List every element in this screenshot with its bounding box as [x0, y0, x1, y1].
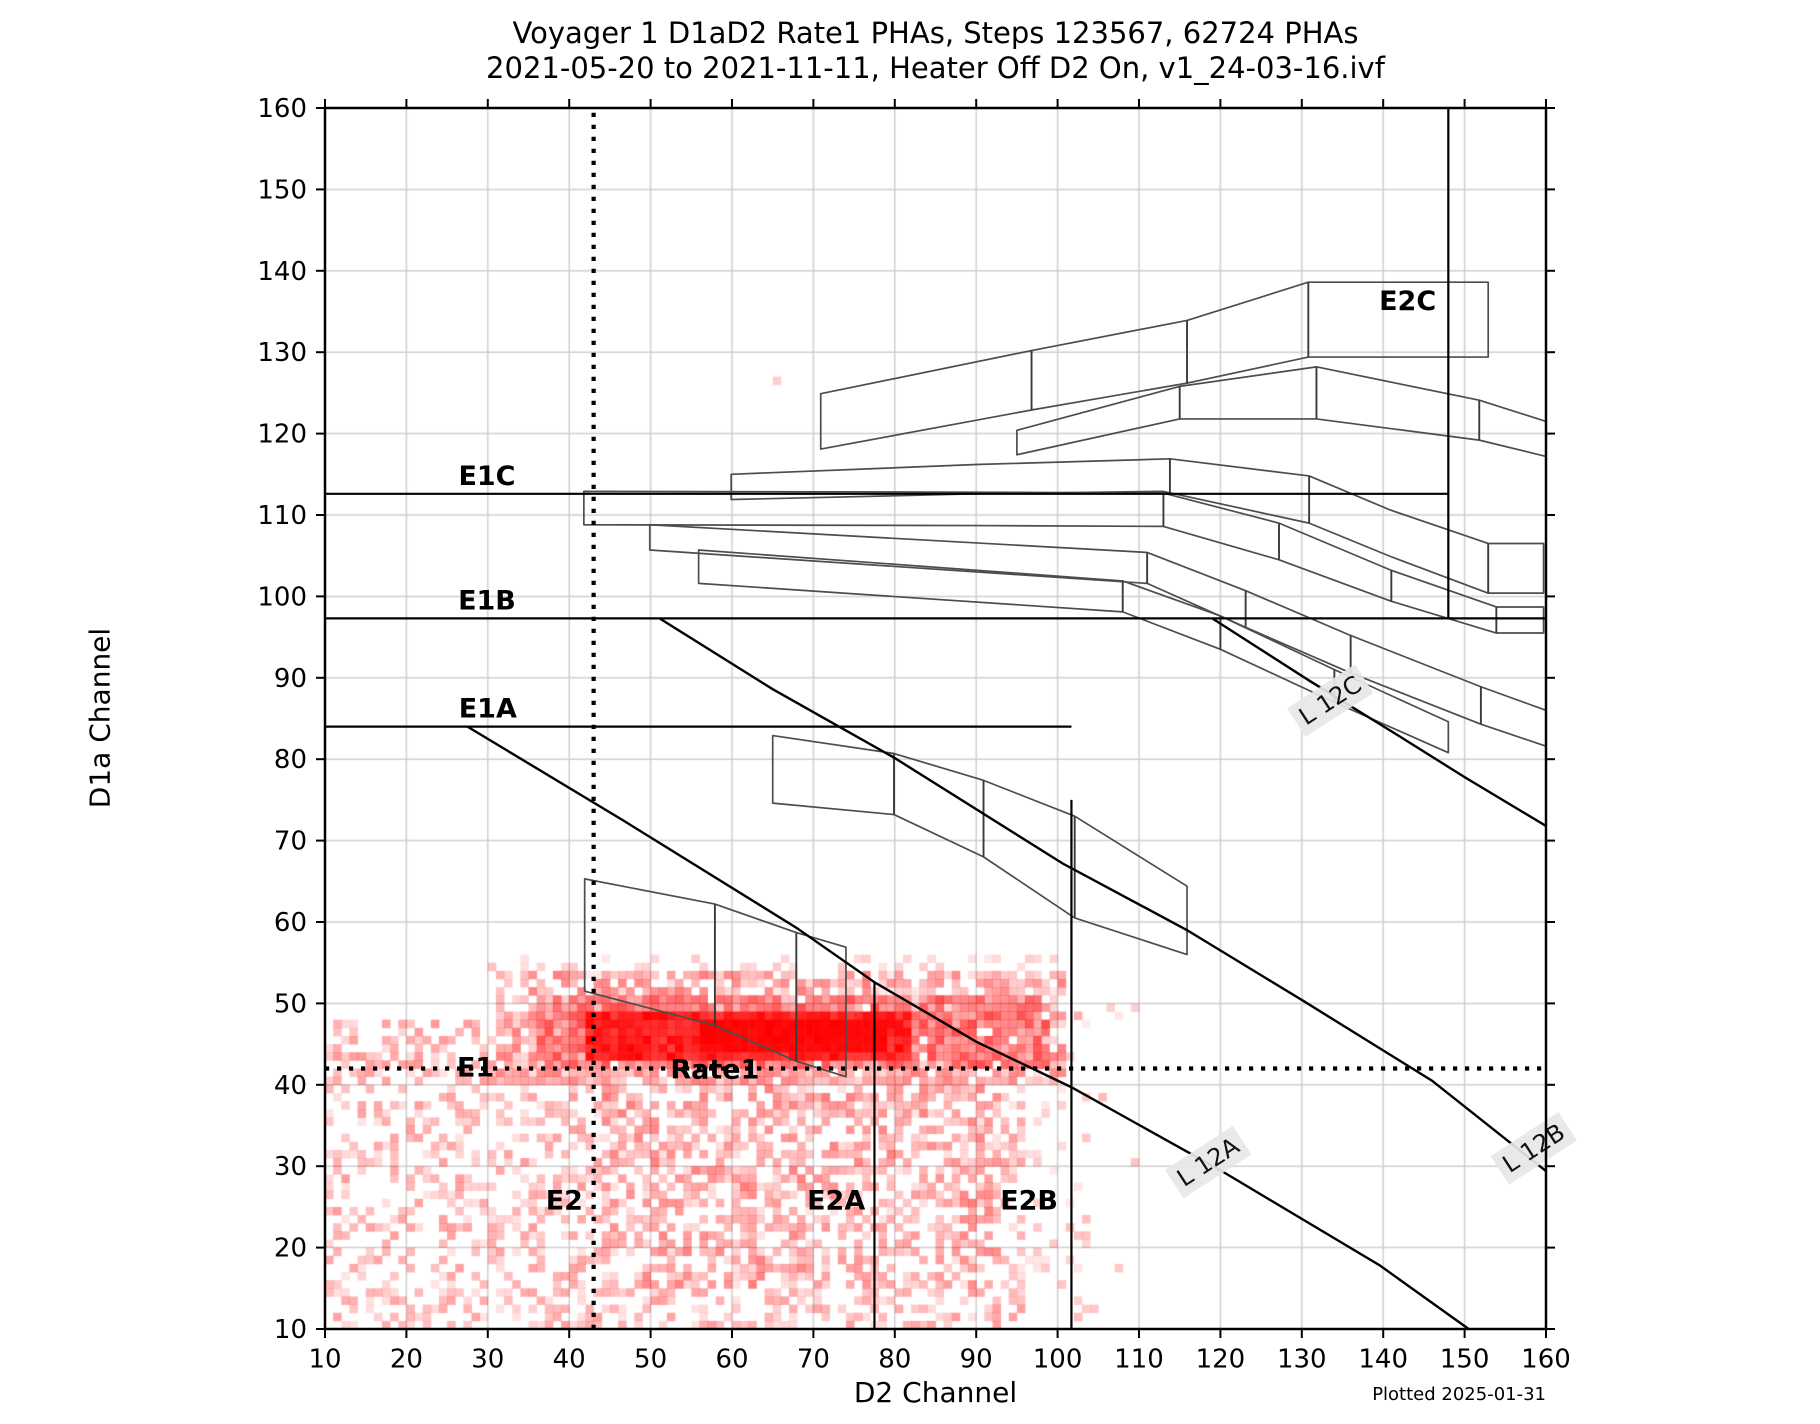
y-tick-label: 90: [274, 664, 307, 694]
x-tick-label: 80: [878, 1344, 911, 1374]
y-tick-label: 120: [257, 420, 307, 450]
x-tick-label: 10: [308, 1344, 341, 1374]
track-L12A: [466, 725, 1470, 1330]
axes-frame: [323, 106, 1548, 1331]
y-tick-label: 130: [257, 338, 307, 368]
x-tick-label: 160: [1521, 1344, 1571, 1374]
x-tick-label: 60: [715, 1344, 748, 1374]
x-tick-label: 40: [553, 1344, 586, 1374]
band-u2: [1016, 366, 1547, 458]
l-track-lines: L 12A L 12B L 12C: [466, 617, 1578, 1330]
x-axis-label: D2 Channel: [853, 1376, 1018, 1409]
x-tick-label: 130: [1277, 1344, 1327, 1374]
region-label-E2C: E2C: [1379, 286, 1436, 317]
x-tick-label: 90: [960, 1344, 993, 1374]
y-tick-label: 60: [274, 908, 307, 938]
x-tick-label: 20: [390, 1344, 423, 1374]
axis-ticks: 10 20 30 40 50 60 70 80 90 100 110 120 130 140 150 160 1…: [257, 94, 1570, 1374]
band-s6: [697, 549, 1450, 754]
telescope-response-bands: [583, 281, 1547, 1078]
track-label-text: L 12C: [1294, 670, 1367, 731]
x-tick-label: 120: [1196, 1344, 1246, 1374]
y-tick-label: 80: [274, 745, 307, 775]
x-tick-label: 100: [1033, 1344, 1083, 1374]
y-tick-label: 50: [274, 989, 307, 1019]
y-tick-label: 110: [257, 501, 307, 531]
region-label-Rate1: Rate1: [670, 1054, 759, 1085]
y-tick-label: 100: [257, 582, 307, 612]
chart-title-line1: Voyager 1 D1aD2 Rate1 PHAs, Steps 123567…: [512, 16, 1359, 50]
track-label-L12B: L 12B: [1490, 1111, 1578, 1185]
chart-title: Voyager 1 D1aD2 Rate1 PHAs, Steps 123567…: [325, 16, 1546, 86]
region-label-E2: E2: [546, 1185, 583, 1216]
y-tick-label: 10: [274, 1315, 307, 1345]
region-label-E1B: E1B: [458, 585, 516, 616]
y-axis-label: D1a Channel: [83, 627, 117, 809]
region-label-E1C: E1C: [458, 461, 515, 492]
region-label-E2B: E2B: [1000, 1185, 1058, 1216]
track-label-L12A: L 12A: [1164, 1125, 1252, 1199]
y-tick-label: 70: [274, 827, 307, 857]
y-tick-label: 40: [274, 1071, 307, 1101]
x-tick-label: 150: [1440, 1344, 1490, 1374]
region-label-E1: E1: [457, 1053, 494, 1084]
track-label-bbox: [1164, 1125, 1252, 1199]
track-label-text: L 12B: [1498, 1118, 1570, 1179]
region-label-E1A: E1A: [459, 694, 517, 725]
region-labels: E2C E1C E1B E1A E1 Rate1 E2 E2A E2B: [457, 286, 1436, 1216]
x-tick-label: 110: [1114, 1344, 1164, 1374]
band-low: [583, 878, 847, 1078]
region-label-E2A: E2A: [807, 1185, 865, 1216]
band-s5: [648, 523, 1547, 748]
y-tick-label: 160: [257, 94, 307, 124]
band-s4: [583, 490, 1545, 634]
y-tick-label: 150: [257, 175, 307, 205]
chart-title-line2: 2021-05-20 to 2021-11-11, Heater Off D2 …: [486, 51, 1385, 85]
band-mid: [771, 734, 1188, 956]
y-tick-label: 20: [274, 1234, 307, 1264]
x-tick-label: 50: [634, 1344, 667, 1374]
track-L12C: [1211, 617, 1547, 827]
x-tick-label: 70: [797, 1344, 830, 1374]
track-label-text: L 12A: [1172, 1132, 1245, 1193]
x-tick-label: 30: [471, 1344, 504, 1374]
y-tick-label: 30: [274, 1152, 307, 1182]
boundary-lines: [325, 108, 1546, 1329]
plotted-date: Plotted 2025-01-31: [1372, 1384, 1546, 1405]
y-tick-label: 140: [257, 257, 307, 287]
track-label-bbox: [1287, 664, 1374, 737]
plot-frame: [323, 106, 1548, 1331]
band-e2c: [819, 281, 1490, 450]
track-label-bbox: [1490, 1111, 1578, 1185]
x-tick-label: 140: [1358, 1344, 1408, 1374]
track-L12B: [658, 617, 1547, 1173]
